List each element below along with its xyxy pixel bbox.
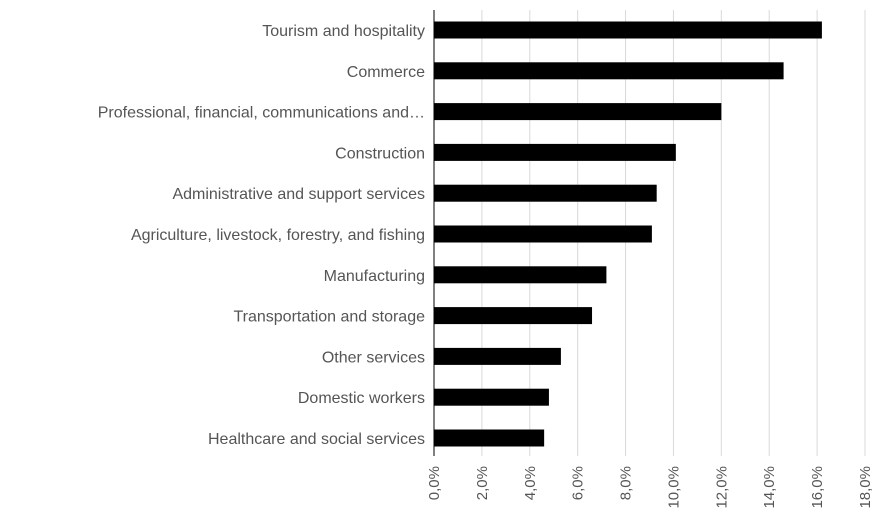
bar [434, 144, 676, 161]
bar [434, 22, 822, 39]
category-label: Healthcare and social services [208, 431, 425, 448]
bar [434, 185, 657, 202]
x-tick-label: 12,0% [713, 466, 730, 509]
x-tick-label: 2,0% [474, 466, 491, 500]
x-tick-label: 0,0% [426, 466, 443, 500]
bars [434, 22, 822, 447]
category-label: Agriculture, livestock, forestry, and fi… [131, 227, 425, 244]
x-tick-label: 8,0% [618, 466, 635, 500]
category-label: Domestic workers [298, 390, 425, 407]
x-tick-label: 10,0% [665, 466, 682, 509]
x-tick-label: 18,0% [857, 466, 874, 509]
category-label: Transportation and storage [233, 309, 425, 326]
category-label: Construction [335, 145, 425, 162]
category-label: Commerce [347, 64, 425, 81]
x-tick-label: 16,0% [809, 466, 826, 509]
category-label: Tourism and hospitality [262, 23, 425, 40]
category-labels: Tourism and hospitality Commerce Professio… [98, 23, 425, 448]
bar [434, 430, 544, 447]
x-tick-label: 14,0% [761, 466, 778, 509]
bar [434, 226, 652, 243]
category-label: Other services [322, 349, 425, 366]
category-label: Administrative and support services [172, 186, 425, 203]
category-label: Manufacturing [324, 268, 425, 285]
x-tick-label: 6,0% [570, 466, 587, 500]
bar [434, 62, 784, 79]
x-tick-labels: 0,0% 2,0% 4,0% 6,0% 8,0% 10,0% 12,0% 14,0% 16,0%… [426, 466, 874, 509]
bar [434, 307, 592, 324]
bar [434, 103, 721, 120]
bar [434, 389, 549, 406]
bar [434, 266, 606, 283]
bar [434, 348, 561, 365]
x-tick-label: 4,0% [522, 466, 539, 500]
category-label: Professional, financial, communications … [98, 105, 425, 122]
